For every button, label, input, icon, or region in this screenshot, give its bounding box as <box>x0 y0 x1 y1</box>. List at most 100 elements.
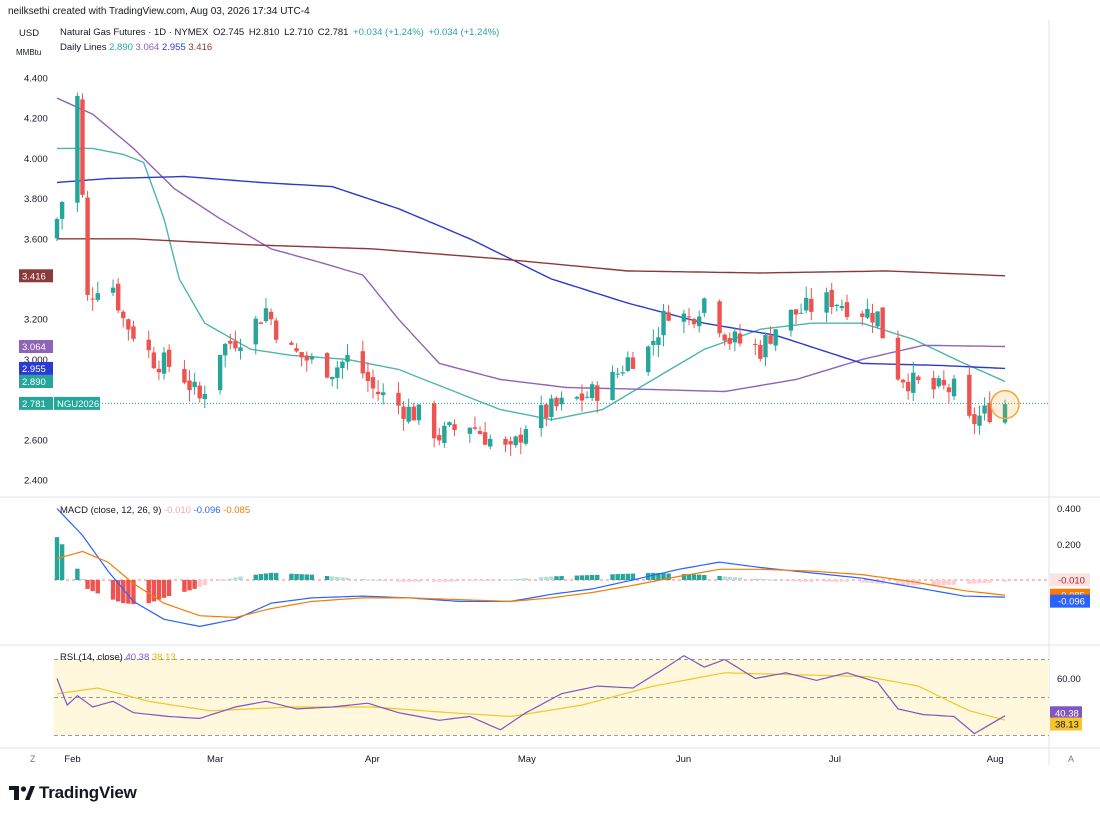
macd-histogram-bar <box>330 576 335 580</box>
macd-histogram-bar <box>324 575 330 580</box>
macd-histogram-bar <box>544 576 549 580</box>
candle-down <box>508 441 513 445</box>
candle-down <box>809 298 814 312</box>
candle-up <box>110 287 116 293</box>
macd-histogram-bar <box>126 580 131 604</box>
macd-histogram-bar <box>365 579 371 581</box>
macd-histogram-bar <box>875 580 880 584</box>
rsi-badge-label: 40.38 <box>1055 708 1079 719</box>
currency-label[interactable]: USD <box>19 28 40 39</box>
time-tick-label: Mar <box>207 754 223 765</box>
macd-histogram-bar <box>982 580 987 583</box>
candle-up <box>763 335 768 358</box>
candle-up <box>222 343 228 356</box>
candle-down <box>401 406 406 419</box>
macd-histogram-bar <box>294 573 299 580</box>
candle-up <box>834 304 840 307</box>
price-tick-label: 4.400 <box>24 74 48 85</box>
candle-down <box>554 397 559 407</box>
macd-title[interactable]: MACD (close, 12, 26, 9) <box>60 505 162 516</box>
macd-histogram-bar <box>727 576 732 580</box>
macd-histogram-bar <box>437 580 442 582</box>
rsi-line <box>56 655 1006 735</box>
macd-histogram-bar <box>263 573 269 580</box>
macd-histogram-bar <box>187 580 192 591</box>
candle-up <box>523 429 529 444</box>
price-badge-label: 3.064 <box>22 342 46 353</box>
macd-histogram-bar <box>758 578 763 580</box>
candle-up <box>380 392 386 396</box>
macd-badge-label: -0.010 <box>1058 575 1085 586</box>
candle-down <box>131 326 136 339</box>
macd-histogram-bar <box>431 580 437 582</box>
macd-histogram-bar <box>681 574 687 580</box>
ma-line-2 <box>56 175 1006 370</box>
macd-histogram-bar <box>416 580 422 582</box>
candle-down <box>753 344 758 346</box>
candle-up <box>977 415 982 426</box>
macd-histogram-bar <box>768 579 773 581</box>
candle-up <box>345 354 350 362</box>
ma-label[interactable]: Daily Lines <box>60 42 107 53</box>
macd-histogram-bar <box>360 579 366 581</box>
candle-up <box>95 293 100 300</box>
candle-down <box>477 430 483 435</box>
macd-histogram-bar <box>809 580 814 582</box>
chart-canvas[interactable]: 4.400 4.200 4.000 3.800 3.600 3.200 3.000 2.600… <box>0 0 1100 780</box>
candle-down <box>121 311 126 319</box>
macd-histogram-bar <box>80 578 85 580</box>
macd-histogram-bar <box>85 580 90 589</box>
candle-down <box>396 392 401 406</box>
symbol-title[interactable]: Natural Gas Futures · 1D · NYMEX <box>60 27 209 38</box>
ma-legend: Daily Lines 2.890 3.064 2.955 3.416 <box>60 42 212 53</box>
macd-histogram-bar <box>870 580 875 584</box>
candle-up <box>982 405 987 414</box>
candle-up <box>589 384 595 399</box>
candle-up <box>513 436 518 446</box>
rsi-tick-label: 60.00 <box>1057 674 1081 685</box>
brand-name: TradingView <box>39 783 137 802</box>
timezone-corner[interactable]: Z <box>30 754 36 764</box>
candle-down <box>895 337 901 380</box>
candle-down <box>691 318 697 325</box>
candle-down <box>273 320 279 340</box>
macd-histogram-bar <box>258 574 264 580</box>
price-badge <box>19 269 53 283</box>
candle-up <box>911 372 916 393</box>
rsi-ma-line <box>56 672 1006 721</box>
price-badge <box>19 374 53 388</box>
macd-histogram-bar <box>202 580 208 586</box>
close-value: C2.781 <box>317 27 349 38</box>
candle-up <box>584 396 590 398</box>
macd-histogram-bar <box>722 576 727 580</box>
candle-up <box>951 378 957 397</box>
candle-down <box>987 403 992 423</box>
candle-down <box>544 404 549 418</box>
macd-histogram-bar <box>309 574 315 580</box>
macd-histogram-bar <box>686 574 692 580</box>
auto-scale-corner[interactable]: A <box>1068 754 1075 764</box>
macd-histogram-bar <box>513 578 518 580</box>
candle-down <box>437 435 442 441</box>
macd-histogram-bar <box>860 580 865 583</box>
candle-up <box>574 396 580 399</box>
candle-up <box>54 218 60 239</box>
change-value-2: +0.034 (+1.24%) <box>428 27 500 38</box>
macd-histogram-bar <box>610 574 615 580</box>
candle-up <box>59 201 65 219</box>
candle-up <box>1002 404 1008 423</box>
macd-legend: MACD (close, 12, 26, 9) -0.010 -0.096 -0… <box>60 505 250 516</box>
price-tick-label: 2.600 <box>24 435 48 446</box>
candle-up <box>253 318 258 345</box>
rsi-title[interactable]: RSI (14, close) <box>60 652 123 663</box>
macd-histogram-bar <box>615 574 620 580</box>
macd-histogram-bar <box>406 580 411 582</box>
candle-down <box>258 322 264 324</box>
candle-up <box>865 308 870 318</box>
macd-histogram-bar <box>452 580 457 582</box>
macd-histogram-bar <box>620 573 625 580</box>
candle-up <box>615 373 620 375</box>
macd-histogram-bar <box>574 575 580 580</box>
candle-up <box>467 427 473 434</box>
candle-down <box>595 385 600 401</box>
